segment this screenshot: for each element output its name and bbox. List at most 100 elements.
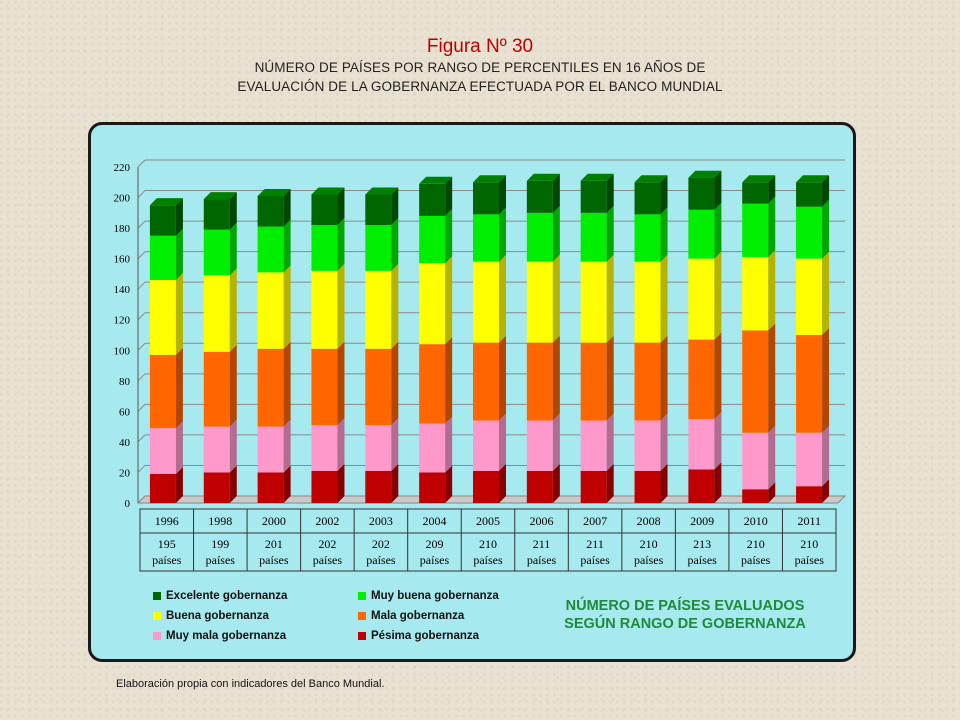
bar-segment bbox=[634, 342, 661, 421]
bar-segment-side bbox=[283, 265, 291, 349]
bar-segment bbox=[149, 235, 176, 281]
bar-segment-side bbox=[283, 189, 291, 227]
bar-segment-side bbox=[391, 418, 399, 471]
category-total-label: 209 bbox=[425, 537, 443, 551]
legend-item-muy-buena: Muy buena gobernanza bbox=[358, 590, 499, 602]
category-total-unit: países bbox=[313, 553, 343, 567]
y-tick-label: 120 bbox=[114, 315, 131, 327]
bar-segment bbox=[203, 426, 230, 473]
bar-segment-side bbox=[606, 413, 614, 471]
bar-segment-side bbox=[552, 173, 560, 213]
bar-segment bbox=[526, 180, 553, 213]
bar-segment-side bbox=[337, 418, 345, 471]
legend-label: Mala gobernanza bbox=[371, 610, 465, 622]
category-total-unit: países bbox=[795, 553, 825, 567]
bar-segment-side bbox=[229, 419, 237, 473]
bar-segment-side bbox=[337, 218, 345, 271]
bar-segment bbox=[688, 419, 715, 470]
legend-item-muy-mala: Muy mala gobernanza bbox=[153, 630, 286, 642]
bar-segment-side bbox=[391, 218, 399, 271]
bar-segment bbox=[365, 348, 392, 426]
bar-segment-side bbox=[229, 344, 237, 427]
bar-segment bbox=[149, 280, 176, 355]
bar-segment-side bbox=[391, 187, 399, 226]
bar-segment bbox=[580, 180, 607, 213]
category-total-label: 210 bbox=[800, 537, 818, 551]
bar-segment bbox=[203, 351, 230, 427]
legend-label: Pésima gobernanza bbox=[371, 630, 480, 642]
bar-segment-side bbox=[714, 251, 722, 340]
bar-segment-side bbox=[499, 254, 506, 343]
bar-segment-side bbox=[283, 341, 291, 427]
bar-segment bbox=[257, 196, 284, 227]
category-total-label: 195 bbox=[158, 537, 176, 551]
bar-segment-side bbox=[606, 173, 614, 213]
bar-segment-side bbox=[445, 416, 453, 473]
bar-top bbox=[257, 189, 291, 197]
bar-segment-side bbox=[714, 462, 722, 503]
bar-segment bbox=[580, 212, 607, 262]
bar-segment bbox=[365, 225, 392, 271]
bar-segment-side bbox=[175, 347, 183, 429]
bar-segment bbox=[526, 470, 553, 503]
category-total-label: 211 bbox=[586, 537, 604, 551]
bar-segment-side bbox=[714, 332, 722, 419]
bar-segment bbox=[742, 489, 769, 503]
figure-subtitle-line2: EVALUACIÓN DE LA GOBERNANZA EFECTUADA PO… bbox=[237, 79, 723, 94]
bar-segment-side bbox=[768, 250, 776, 331]
bar-segment bbox=[257, 472, 284, 503]
y-tick-label: 0 bbox=[125, 498, 131, 510]
bar-segment-side bbox=[552, 413, 560, 471]
bar-segment bbox=[580, 470, 607, 503]
x-tick-label: 1996 bbox=[155, 514, 179, 528]
bar-top bbox=[688, 170, 722, 178]
bar-top bbox=[796, 175, 830, 183]
category-total-unit: países bbox=[206, 553, 236, 567]
bar-segment bbox=[473, 214, 499, 262]
bar-segment bbox=[203, 199, 230, 230]
bar-segment bbox=[419, 344, 446, 424]
bar-segment bbox=[580, 342, 607, 421]
legend-title: NÚMERO DE PAÍSES EVALUADOS SEGÚN RANGO D… bbox=[564, 598, 806, 632]
legend-label: Muy mala gobernanza bbox=[166, 630, 287, 642]
legend-label: Excelente gobernanza bbox=[166, 590, 288, 602]
category-total-unit: países bbox=[366, 553, 396, 567]
category-total-label: 210 bbox=[479, 537, 497, 551]
x-tick-label: 2009 bbox=[690, 514, 714, 528]
gridline-side bbox=[137, 190, 146, 198]
bar-segment-side bbox=[822, 479, 830, 503]
bar-segment-side bbox=[391, 463, 399, 503]
bar-segment-side bbox=[337, 463, 345, 503]
bar-segment bbox=[526, 342, 553, 421]
bar-segment bbox=[688, 177, 715, 210]
bar-segment-side bbox=[499, 413, 506, 471]
bar-segment-side bbox=[445, 176, 453, 216]
bar-segment bbox=[473, 182, 499, 215]
bar-segment-side bbox=[283, 419, 291, 473]
bar-segment-side bbox=[391, 263, 399, 349]
source-note: Elaboración propia con indicadores del B… bbox=[116, 678, 385, 690]
figure-subtitle-line1: NÚMERO DE PAÍSES POR RANGO DE PERCENTILE… bbox=[254, 60, 706, 75]
category-total-unit: países bbox=[152, 553, 182, 567]
bar-segment bbox=[473, 470, 499, 503]
category-total-unit: países bbox=[687, 553, 717, 567]
figure-title: Figura Nº 30 bbox=[426, 36, 534, 57]
bar-top bbox=[311, 187, 345, 195]
bar-segment bbox=[311, 425, 338, 471]
bar-segment bbox=[634, 214, 661, 262]
bar-segment-side bbox=[606, 463, 614, 503]
bar-segment bbox=[257, 348, 284, 427]
bar-segment bbox=[149, 205, 176, 236]
category-total-label: 211 bbox=[533, 537, 551, 551]
gridline-side bbox=[137, 159, 146, 168]
bar-segment-side bbox=[499, 207, 506, 262]
bar-segment bbox=[149, 428, 176, 474]
bar-top bbox=[742, 175, 776, 183]
bar-segment-side bbox=[337, 341, 345, 426]
bar-segment-side bbox=[391, 341, 399, 426]
bar-segment bbox=[796, 335, 823, 433]
bar-segment-side bbox=[822, 251, 830, 335]
bar-segment bbox=[203, 229, 230, 276]
bar-segment-side bbox=[768, 323, 776, 433]
bar-segment bbox=[257, 426, 284, 473]
